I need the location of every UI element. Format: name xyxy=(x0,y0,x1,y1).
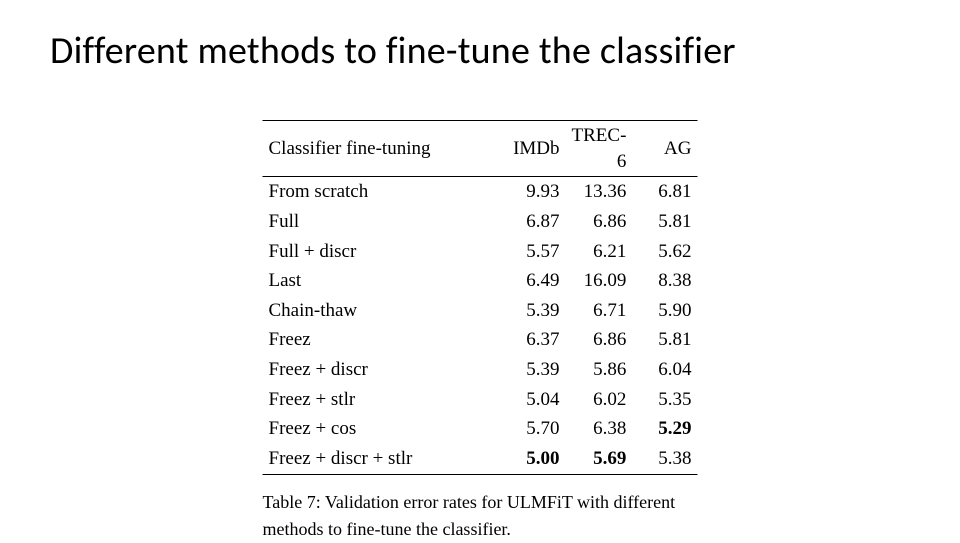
cell-value: 5.57 xyxy=(500,237,565,267)
cell-value: 6.37 xyxy=(500,325,565,355)
results-table: Classifier fine-tuning IMDb TREC-6 AG Fr… xyxy=(263,120,698,475)
cell-value: 5.69 xyxy=(566,444,633,474)
cell-value: 6.38 xyxy=(566,414,633,444)
col-header-method: Classifier fine-tuning xyxy=(263,121,501,177)
table-row: Full + discr5.576.215.62 xyxy=(263,237,698,267)
cell-value: 6.02 xyxy=(566,385,633,415)
cell-value: 5.39 xyxy=(500,296,565,326)
cell-value: 5.00 xyxy=(500,444,565,474)
col-header-imdb: IMDb xyxy=(500,121,565,177)
table-row: Last6.4916.098.38 xyxy=(263,266,698,296)
cell-value: 9.93 xyxy=(500,177,565,207)
cell-method: Full + discr xyxy=(263,237,501,267)
cell-value: 5.04 xyxy=(500,385,565,415)
table-row: Freez + discr5.395.866.04 xyxy=(263,355,698,385)
cell-value: 8.38 xyxy=(632,266,697,296)
table-header-row: Classifier fine-tuning IMDb TREC-6 AG xyxy=(263,121,698,177)
table-body: From scratch9.9313.366.81Full6.876.865.8… xyxy=(263,177,698,474)
table-row: Full6.876.865.81 xyxy=(263,207,698,237)
cell-value: 5.90 xyxy=(632,296,697,326)
cell-method: Freez + cos xyxy=(263,414,501,444)
table-row: Freez + cos5.706.385.29 xyxy=(263,414,698,444)
cell-value: 5.38 xyxy=(632,444,697,474)
table-row: From scratch9.9313.366.81 xyxy=(263,177,698,207)
table-row: Freez6.376.865.81 xyxy=(263,325,698,355)
cell-value: 6.21 xyxy=(566,237,633,267)
table-caption: Table 7: Validation error rates for ULMF… xyxy=(263,489,698,543)
cell-method: From scratch xyxy=(263,177,501,207)
cell-value: 5.86 xyxy=(566,355,633,385)
cell-method: Freez xyxy=(263,325,501,355)
col-header-ag: AG xyxy=(632,121,697,177)
cell-value: 6.81 xyxy=(632,177,697,207)
cell-value: 6.86 xyxy=(566,325,633,355)
cell-value: 6.86 xyxy=(566,207,633,237)
cell-value: 6.87 xyxy=(500,207,565,237)
slide-title: Different methods to fine-tune the class… xyxy=(50,28,736,74)
cell-value: 5.39 xyxy=(500,355,565,385)
cell-value: 5.81 xyxy=(632,207,697,237)
table-row: Freez + stlr5.046.025.35 xyxy=(263,385,698,415)
cell-value: 5.62 xyxy=(632,237,697,267)
cell-value: 5.29 xyxy=(632,414,697,444)
cell-method: Chain-thaw xyxy=(263,296,501,326)
cell-method: Full xyxy=(263,207,501,237)
table-container: Classifier fine-tuning IMDb TREC-6 AG Fr… xyxy=(263,120,698,543)
cell-value: 6.49 xyxy=(500,266,565,296)
cell-value: 5.81 xyxy=(632,325,697,355)
cell-value: 13.36 xyxy=(566,177,633,207)
cell-value: 6.71 xyxy=(566,296,633,326)
cell-value: 5.70 xyxy=(500,414,565,444)
cell-method: Last xyxy=(263,266,501,296)
cell-method: Freez + discr xyxy=(263,355,501,385)
table-row: Chain-thaw5.396.715.90 xyxy=(263,296,698,326)
cell-value: 5.35 xyxy=(632,385,697,415)
cell-method: Freez + discr + stlr xyxy=(263,444,501,474)
col-header-trec6: TREC-6 xyxy=(566,121,633,177)
cell-value: 16.09 xyxy=(566,266,633,296)
cell-method: Freez + stlr xyxy=(263,385,501,415)
cell-value: 6.04 xyxy=(632,355,697,385)
table-row: Freez + discr + stlr5.005.695.38 xyxy=(263,444,698,474)
